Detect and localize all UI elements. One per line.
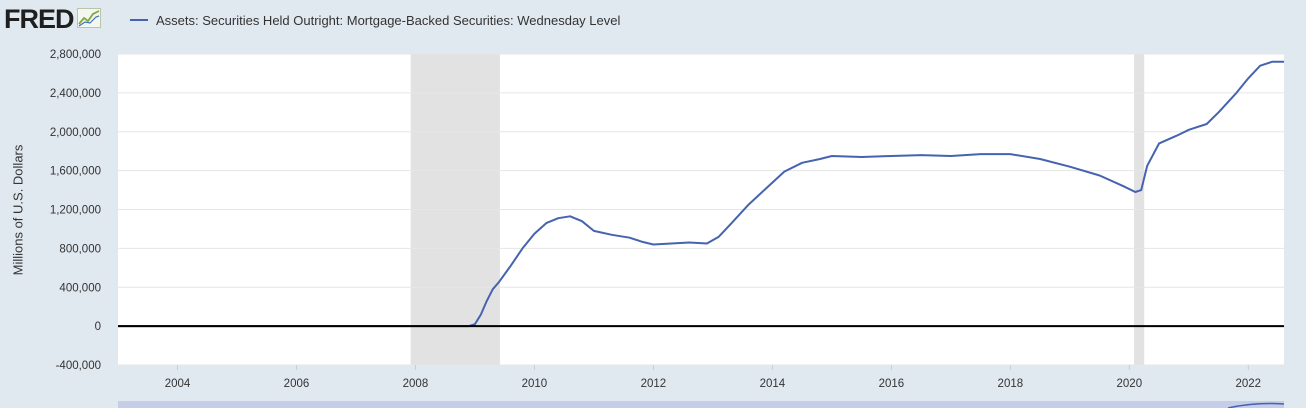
x-tick-label: 2012 [641, 378, 667, 390]
navigator-series-line [1227, 402, 1285, 408]
gridlines [118, 53, 1284, 366]
y-tick-label: -400,000 [56, 360, 101, 372]
legend-swatch [130, 19, 148, 21]
y-tick-label: 2,800,000 [50, 49, 101, 61]
x-tick-label: 2022 [1236, 378, 1262, 390]
x-tick-label: 2018 [998, 378, 1024, 390]
y-tick-label: 800,000 [59, 243, 101, 255]
x-tick-label: 2004 [165, 378, 191, 390]
legend-label: Assets: Securities Held Outright: Mortga… [156, 12, 621, 28]
line-graph-icon [76, 7, 101, 33]
x-tick-labels: 2004 2006 2008 2010 2012 2014 2016 2018 2020 2022 [165, 365, 1261, 390]
x-tick-label: 2020 [1117, 378, 1143, 390]
y-tick-labels: -400,000 0 400,000 800,000 1,200,000 1,600,00… [50, 49, 101, 372]
series-layer [118, 60, 1284, 328]
x-tick-label: 2010 [522, 378, 548, 390]
logo-text: FRED [4, 3, 74, 34]
chart-legend: Assets: Securities Held Outright: Mortga… [130, 10, 620, 30]
chart-header: FRED Assets: Securities Held Outright: M… [0, 0, 1306, 40]
y-tick-label: 2,000,000 [50, 127, 101, 139]
x-tick-label: 2014 [760, 378, 786, 390]
navigator-bar[interactable] [118, 401, 1284, 408]
x-tick-label: 2006 [284, 378, 310, 390]
x-tick-label: 2016 [879, 378, 905, 390]
y-tick-label: 1,200,000 [50, 205, 101, 217]
y-tick-label: 0 [95, 321, 101, 333]
x-tick-label: 2008 [403, 378, 429, 390]
fred-logo[interactable]: FRED [4, 4, 101, 34]
series-line [118, 60, 1284, 328]
y-tick-label: 400,000 [59, 282, 101, 294]
y-tick-label: 2,400,000 [50, 88, 101, 100]
y-tick-label: 1,600,000 [50, 166, 101, 178]
